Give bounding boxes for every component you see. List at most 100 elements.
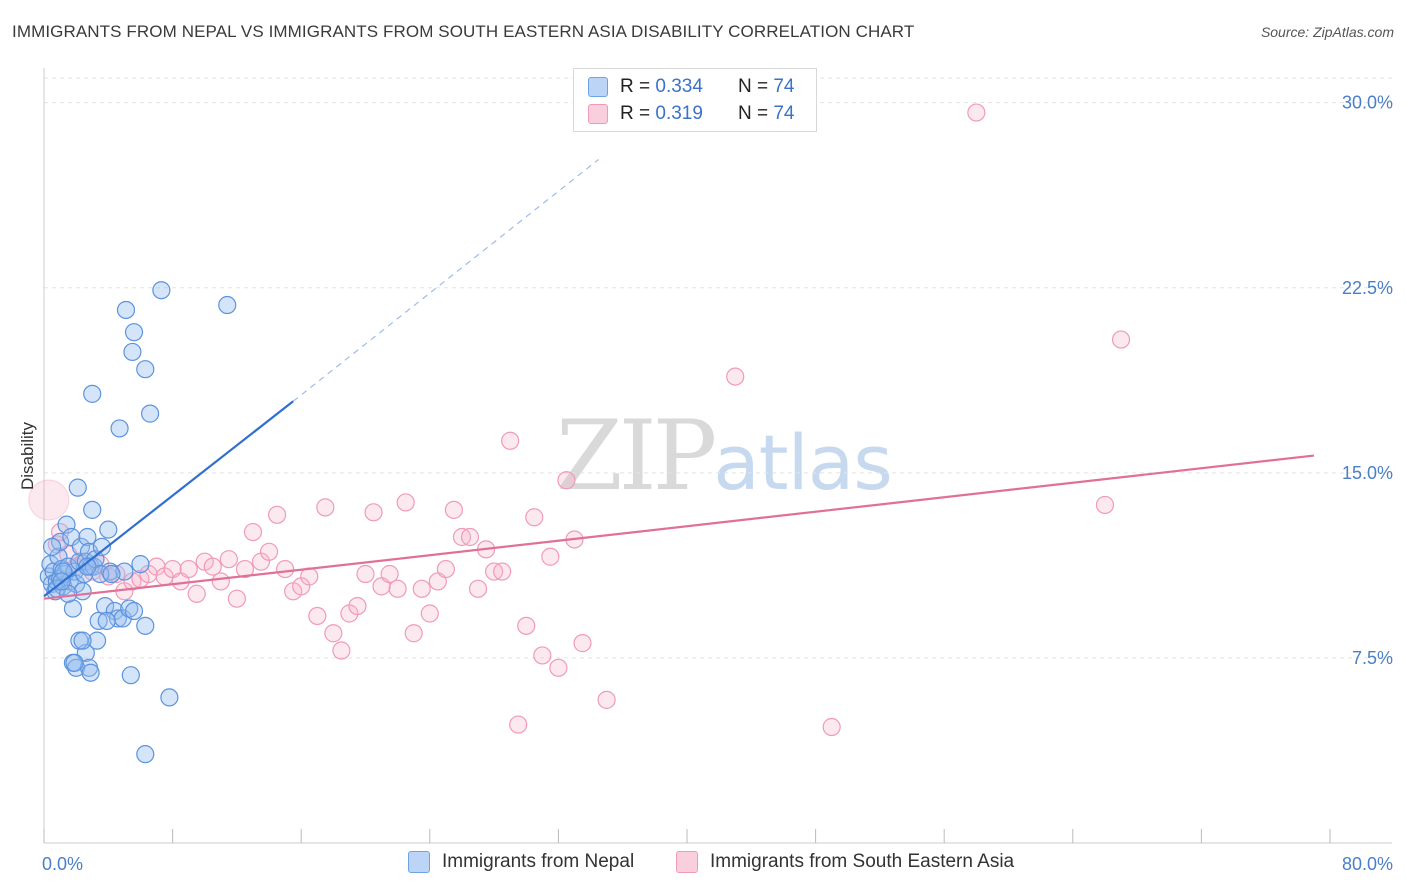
legend-r-label: R = bbox=[620, 103, 651, 124]
sea-legend-swatch bbox=[676, 851, 698, 873]
nepal-point bbox=[78, 527, 97, 547]
legend-n-label: N = bbox=[737, 76, 769, 97]
sea-point bbox=[388, 579, 407, 598]
sea-point bbox=[28, 479, 70, 521]
axes bbox=[43, 68, 1392, 844]
nepal-point bbox=[160, 688, 179, 707]
y-axis-label: Disability bbox=[18, 421, 37, 490]
sea-point bbox=[348, 596, 367, 616]
nepal-point bbox=[83, 384, 102, 403]
sea-point bbox=[211, 572, 230, 591]
sea-point bbox=[227, 589, 246, 608]
sea-point bbox=[525, 508, 544, 527]
nepal-point bbox=[121, 666, 140, 685]
nepal-trend-line bbox=[43, 400, 294, 598]
sea-point bbox=[573, 634, 592, 653]
series-legend: Immigrants from Nepal Immigrants from So… bbox=[0, 851, 1406, 879]
sea-point bbox=[420, 604, 439, 623]
sea-point bbox=[203, 557, 222, 576]
sea-point bbox=[179, 559, 198, 579]
legend-row-nepal: R = 0.334 N = 74 bbox=[588, 75, 794, 99]
chart-title: IMMIGRANTS FROM NEPAL VS IMMIGRANTS FROM… bbox=[12, 22, 915, 41]
nepal-point bbox=[99, 520, 118, 539]
x-tick-label-max: 80.0% bbox=[1342, 854, 1393, 874]
nepal-trend-extension bbox=[292, 158, 599, 402]
sea-point bbox=[549, 658, 568, 677]
nepal-point bbox=[124, 601, 144, 621]
correlation-legend: R = 0.334 N = 74 R = 0.319 N = 74 bbox=[573, 68, 817, 132]
sea-point bbox=[235, 559, 255, 579]
sea-point bbox=[396, 493, 415, 512]
sea-point bbox=[219, 550, 238, 569]
sea-point bbox=[557, 471, 576, 490]
sea-point bbox=[533, 646, 552, 665]
source-label: Source: ZipAtlas.com bbox=[1260, 24, 1394, 40]
sea-point bbox=[597, 690, 616, 709]
sea-point bbox=[412, 579, 431, 598]
y-tick-label: 30.0% bbox=[1342, 93, 1393, 113]
legend-nepal-label: Immigrants from Nepal bbox=[442, 851, 635, 872]
legend-sea-label: Immigrants from South Eastern Asia bbox=[710, 851, 1015, 872]
sea-point bbox=[726, 367, 745, 386]
sea-point bbox=[316, 498, 335, 517]
y-tick-labels: 7.5% 15.0% 22.5% 30.0% bbox=[1342, 93, 1393, 668]
nepal-point bbox=[218, 295, 237, 315]
nepal-point bbox=[116, 300, 136, 320]
sea-point bbox=[967, 103, 986, 122]
nepal-point bbox=[120, 599, 139, 618]
sea-point bbox=[324, 624, 343, 643]
nepal-point bbox=[81, 663, 100, 682]
sea-point bbox=[1111, 330, 1131, 349]
sea-point bbox=[822, 717, 841, 737]
legend-nepal-n: 74 bbox=[773, 76, 795, 97]
nepal-point bbox=[95, 596, 115, 616]
x-tick-labels: 0.0% 80.0% bbox=[42, 854, 1393, 874]
nepal-point bbox=[78, 557, 97, 576]
nepal-point bbox=[136, 360, 155, 379]
legend-r-label: R = bbox=[620, 76, 651, 97]
nepal-point bbox=[42, 537, 62, 556]
sea-point bbox=[436, 559, 455, 579]
series-sea-points bbox=[28, 103, 1131, 737]
y-tick-label: 7.5% bbox=[1352, 648, 1393, 668]
legend-item-sea[interactable]: Immigrants from South Eastern Asia bbox=[676, 851, 1014, 873]
nepal-point bbox=[110, 419, 129, 438]
sea-point bbox=[468, 579, 488, 598]
sea-point bbox=[187, 584, 206, 603]
nepal-point bbox=[131, 555, 150, 574]
nepal-point bbox=[136, 616, 155, 635]
nepal-point bbox=[62, 527, 81, 547]
y-tick-label: 15.0% bbox=[1342, 463, 1393, 483]
sea-point bbox=[404, 624, 423, 643]
sea-point bbox=[1095, 495, 1115, 515]
nepal-point bbox=[102, 564, 121, 584]
sea-point bbox=[364, 503, 383, 522]
sea-point bbox=[259, 542, 279, 561]
nepal-point bbox=[92, 537, 111, 556]
nepal-point bbox=[136, 745, 155, 764]
legend-sea-n: 74 bbox=[773, 103, 795, 124]
sea-point bbox=[380, 564, 399, 584]
legend-item-nepal[interactable]: Immigrants from Nepal bbox=[408, 851, 634, 873]
x-tick-label-min: 0.0% bbox=[42, 854, 83, 874]
sea-point bbox=[444, 500, 464, 519]
sea-point bbox=[356, 564, 375, 584]
legend-nepal-r: 0.334 bbox=[655, 76, 703, 97]
y-tick-label: 22.5% bbox=[1342, 278, 1393, 298]
nepal-point bbox=[65, 653, 84, 672]
sea-point bbox=[243, 522, 263, 542]
nepal-point bbox=[123, 342, 142, 362]
legend-row-sea: R = 0.319 N = 74 bbox=[588, 102, 794, 126]
sea-point bbox=[267, 505, 287, 524]
nepal-point bbox=[124, 323, 144, 342]
sea-point bbox=[509, 715, 528, 734]
watermark-atlas: atlas bbox=[713, 418, 893, 507]
sea-trend-line bbox=[43, 454, 1315, 600]
legend-n-label: N = bbox=[737, 103, 769, 124]
sea-swatch bbox=[588, 104, 608, 124]
nepal-point bbox=[140, 404, 160, 423]
nepal-point bbox=[97, 611, 116, 631]
nepal-point bbox=[83, 500, 102, 519]
sea-point bbox=[50, 522, 70, 542]
